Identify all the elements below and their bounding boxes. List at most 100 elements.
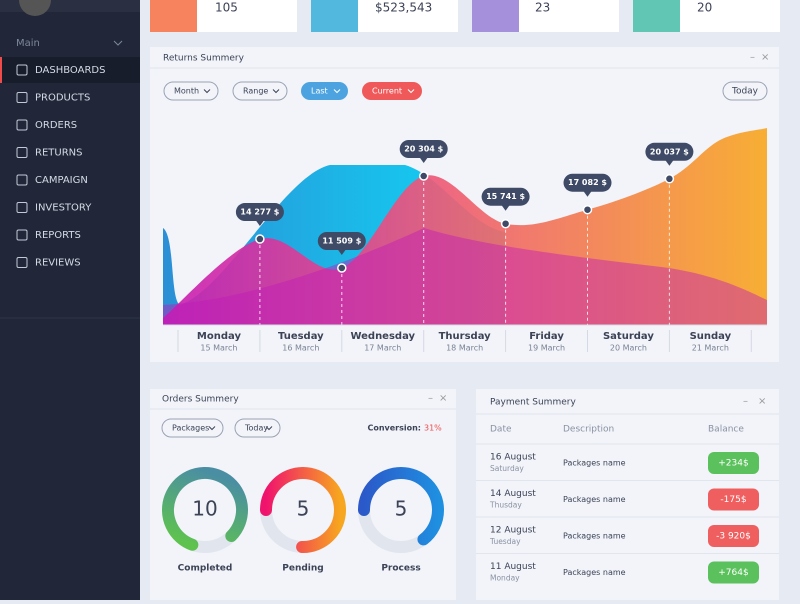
chevron: [272, 89, 280, 94]
icon-box: [150, 0, 197, 32]
minimize[interactable]: –: [743, 396, 748, 407]
value-label: 15 741 $: [486, 192, 525, 201]
tooltip: [399, 140, 448, 158]
value-label: 11 509 $: [322, 237, 361, 246]
row-balance: +234$: [718, 459, 748, 469]
minimize[interactable]: –: [750, 52, 755, 63]
row-balance: +764$: [718, 568, 748, 578]
row-description: Packages name: [563, 459, 626, 468]
donut-label: Process: [381, 564, 420, 574]
balance-pill: [708, 525, 759, 547]
value-label: 20 304 $: [404, 145, 443, 154]
chevron: [407, 89, 415, 94]
row-weekday: Tuesday: [489, 537, 521, 546]
filter-button[interactable]: [232, 81, 288, 101]
row-date: 11 August: [490, 562, 536, 572]
row-balance: -3 920$: [716, 532, 751, 542]
stat-value: $523,543: [375, 1, 432, 15]
stat-value: 20: [697, 1, 712, 15]
today-button[interactable]: [722, 81, 768, 101]
row-weekday: Saturday: [490, 464, 524, 473]
value-label: 17 082 $: [568, 178, 607, 187]
filter-label[interactable]: Range: [243, 87, 268, 96]
tooltip-tip: [419, 157, 428, 163]
menu-icon: [16, 257, 28, 268]
chevron: [113, 40, 123, 46]
filter-button[interactable]: [234, 418, 281, 438]
tooltip-tip: [665, 160, 674, 166]
day-label: Friday: [529, 331, 564, 342]
filter-button[interactable]: [161, 418, 224, 438]
balance-pill: [708, 488, 759, 511]
row-date: 14 August: [490, 489, 536, 499]
donut-label: Pending: [282, 564, 323, 574]
sidebar: Main DASHBOARDS PRODUCTS ORDERS RETURNS CAMP…: [0, 0, 140, 600]
donut-arc: [162, 467, 248, 553]
column-header: Balance: [708, 425, 744, 435]
date-label: 16 March: [282, 344, 319, 353]
date-label: 18 March: [446, 344, 483, 353]
card-title: Returns Summery: [163, 54, 245, 64]
day-label: Tuesday: [278, 331, 324, 342]
point: [664, 174, 675, 184]
close[interactable]: ×: [761, 52, 769, 63]
menu-item[interactable]: CAMPAIGN: [35, 175, 88, 186]
tooltip: [481, 187, 530, 206]
filter-button[interactable]: [163, 81, 219, 101]
column-header: Description: [563, 425, 614, 435]
tooltip-tip: [337, 249, 346, 255]
menu-item[interactable]: RETURNS: [35, 148, 82, 159]
row-description: Packages name: [563, 495, 626, 504]
minimize[interactable]: –: [428, 393, 433, 404]
filter-button[interactable]: [301, 82, 348, 100]
date-label: 20 March: [610, 344, 647, 353]
close[interactable]: ×: [758, 396, 766, 407]
tooltip-tip: [255, 220, 264, 227]
menu-item[interactable]: ORDERS: [35, 120, 77, 131]
menu-icon: [16, 92, 28, 103]
donut-value: 5: [395, 497, 408, 521]
point: [255, 234, 265, 244]
day-label: Saturday: [603, 331, 654, 342]
tooltip: [645, 142, 694, 161]
tooltip: [235, 203, 284, 222]
chevron: [203, 89, 211, 94]
filter-label[interactable]: Packages: [172, 424, 209, 433]
area-lower: [163, 228, 767, 325]
filter-button[interactable]: [362, 82, 422, 100]
filter-label[interactable]: Current: [372, 87, 402, 96]
section-label: Main: [16, 38, 40, 49]
icon-box: [633, 0, 680, 32]
row-date: 12 August: [490, 526, 536, 536]
chevron: [265, 426, 273, 431]
orders-card: [150, 389, 456, 600]
donut-label: Completed: [178, 564, 233, 574]
avatar: [19, 0, 51, 16]
point: [500, 218, 511, 229]
day-label: Thursday: [439, 331, 492, 342]
conversion-value: 31%: [424, 424, 442, 433]
menu-icon: [16, 119, 28, 131]
filter-label[interactable]: Last: [311, 87, 328, 96]
menu-item[interactable]: PRODUCTS: [35, 93, 90, 104]
value-label: 14 277 $: [240, 208, 279, 217]
filter-label[interactable]: Today: [244, 424, 268, 433]
today-label[interactable]: Today: [731, 87, 759, 97]
balance-pill: [708, 561, 759, 584]
menu-item[interactable]: DASHBOARDS: [35, 65, 105, 76]
card-title: Orders Summery: [162, 395, 239, 405]
active-bg: [0, 57, 140, 83]
menu-item[interactable]: INVESTORY: [35, 203, 92, 214]
menu-item[interactable]: REVIEWS: [35, 258, 81, 269]
filter-label[interactable]: Month: [174, 87, 199, 96]
menu-item[interactable]: REPORTS: [35, 230, 81, 241]
point: [418, 171, 429, 181]
date-label: 21 March: [692, 344, 729, 353]
value-label: 20 037 $: [650, 147, 689, 156]
row-date: 16 August: [490, 453, 536, 463]
close[interactable]: ×: [439, 393, 447, 404]
stat-cards: [150, 0, 780, 32]
menu-icon: [16, 64, 28, 76]
stat-value: 23: [535, 1, 550, 15]
card-title: Payment Summery: [490, 398, 576, 408]
